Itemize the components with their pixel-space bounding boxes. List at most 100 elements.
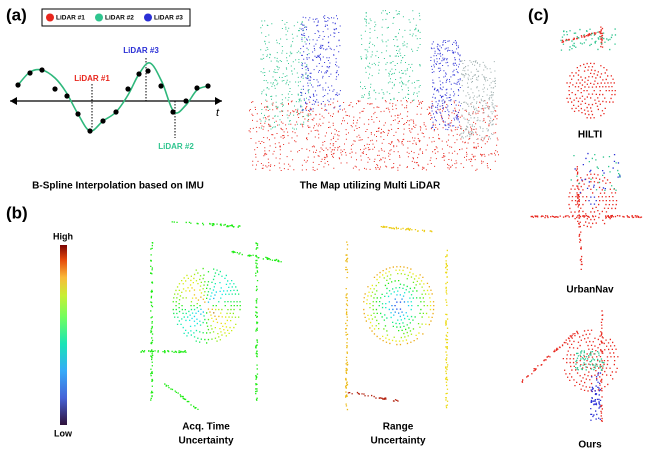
point-cloud	[200, 314, 201, 315]
control-point	[27, 70, 32, 75]
control-point	[75, 111, 80, 116]
point-cloud	[211, 292, 212, 293]
point-cloud	[186, 297, 233, 318]
control-point	[125, 86, 130, 91]
control-point	[145, 68, 150, 73]
point-cloud	[211, 339, 212, 340]
point-cloud	[391, 299, 405, 314]
panel-label: (b)	[6, 203, 28, 222]
point-cloud	[183, 288, 184, 289]
point-cloud	[223, 329, 224, 330]
point-cloud	[203, 285, 204, 286]
legend-swatch	[46, 14, 54, 22]
point-cloud	[194, 301, 220, 310]
point-cloud	[215, 283, 216, 284]
point-cloud	[204, 266, 434, 345]
point-cloud	[191, 288, 223, 326]
figure: (a) LiDAR #1 LiDAR #2 LiDAR #3 t LiDAR #…	[0, 0, 648, 452]
point-cloud	[201, 339, 202, 340]
point-cloud	[177, 293, 236, 318]
point-cloud	[192, 284, 227, 322]
legend-label: LiDAR #1	[56, 15, 85, 22]
caption: The Map utilizing Multi LiDAR	[300, 181, 441, 192]
point-cloud	[195, 313, 196, 314]
point-cloud	[222, 316, 223, 317]
point-cloud	[182, 279, 231, 333]
point-cloud	[194, 323, 198, 327]
point-cloud	[198, 242, 348, 411]
control-point	[113, 109, 118, 114]
caption: UrbanNav	[566, 285, 614, 296]
point-cloud	[192, 289, 227, 327]
point-cloud	[214, 316, 215, 317]
point-cloud	[213, 298, 214, 299]
point-cloud	[188, 278, 226, 334]
point-cloud	[222, 294, 223, 295]
control-point	[170, 109, 175, 114]
caption: Acq. Time	[182, 422, 230, 433]
point-cloud	[208, 302, 209, 303]
point-cloud	[224, 301, 225, 302]
point-cloud	[203, 278, 232, 334]
point-clouds	[140, 10, 642, 422]
caption: HILTI	[578, 130, 602, 141]
control-point	[87, 128, 92, 133]
point-cloud	[460, 60, 496, 141]
caption: B-Spline Interpolation based on IMU	[32, 181, 204, 192]
point-cloud	[376, 280, 422, 331]
control-point	[64, 93, 69, 98]
point-cloud	[174, 270, 239, 342]
point-cloud	[190, 326, 191, 327]
control-point	[205, 83, 210, 88]
control-point	[100, 118, 105, 123]
point-cloud	[214, 294, 215, 295]
legend-label: LiDAR #3	[154, 15, 183, 22]
legend-swatch	[95, 14, 103, 22]
point-cloud	[249, 27, 642, 422]
point-cloud	[179, 303, 180, 304]
colorbar-label: High	[53, 231, 73, 241]
point-cloud	[217, 322, 218, 323]
point-cloud	[197, 307, 198, 308]
point-cloud	[181, 292, 182, 293]
point-cloud	[176, 301, 177, 302]
point-cloud	[394, 302, 401, 310]
colorbar-label: Low	[54, 428, 73, 438]
control-point	[183, 98, 188, 103]
point-cloud	[185, 282, 228, 329]
point-cloud	[194, 273, 428, 338]
lidar-label: LiDAR #1	[74, 74, 110, 83]
point-cloud	[300, 15, 620, 421]
legend-swatch	[144, 14, 152, 22]
caption: Uncertainty	[370, 436, 425, 447]
colorbar	[60, 245, 67, 425]
lidar-label: LiDAR #2	[158, 142, 194, 151]
caption: Range	[383, 422, 414, 433]
control-point	[39, 67, 44, 72]
control-point	[136, 71, 141, 76]
point-cloud	[191, 287, 222, 324]
point-cloud	[190, 315, 191, 316]
point-cloud	[198, 311, 199, 312]
point-cloud	[203, 275, 204, 276]
point-cloud	[211, 282, 212, 283]
point-cloud	[191, 276, 230, 336]
point-cloud	[200, 297, 201, 298]
point-cloud	[203, 299, 213, 313]
control-point	[15, 82, 20, 87]
panel-label: (c)	[528, 5, 549, 24]
point-cloud	[201, 270, 431, 342]
spline-curve	[18, 63, 208, 131]
point-cloud	[218, 309, 219, 310]
lidar-label: LiDAR #3	[123, 46, 159, 55]
point-cloud	[189, 250, 448, 408]
panel-label: (a)	[6, 5, 27, 24]
point-cloud	[233, 309, 234, 310]
point-cloud	[348, 392, 399, 402]
point-cloud	[181, 318, 182, 319]
point-cloud	[381, 226, 433, 233]
control-point	[158, 83, 163, 88]
point-cloud	[194, 289, 195, 290]
point-cloud	[197, 303, 234, 314]
control-point	[52, 86, 57, 91]
